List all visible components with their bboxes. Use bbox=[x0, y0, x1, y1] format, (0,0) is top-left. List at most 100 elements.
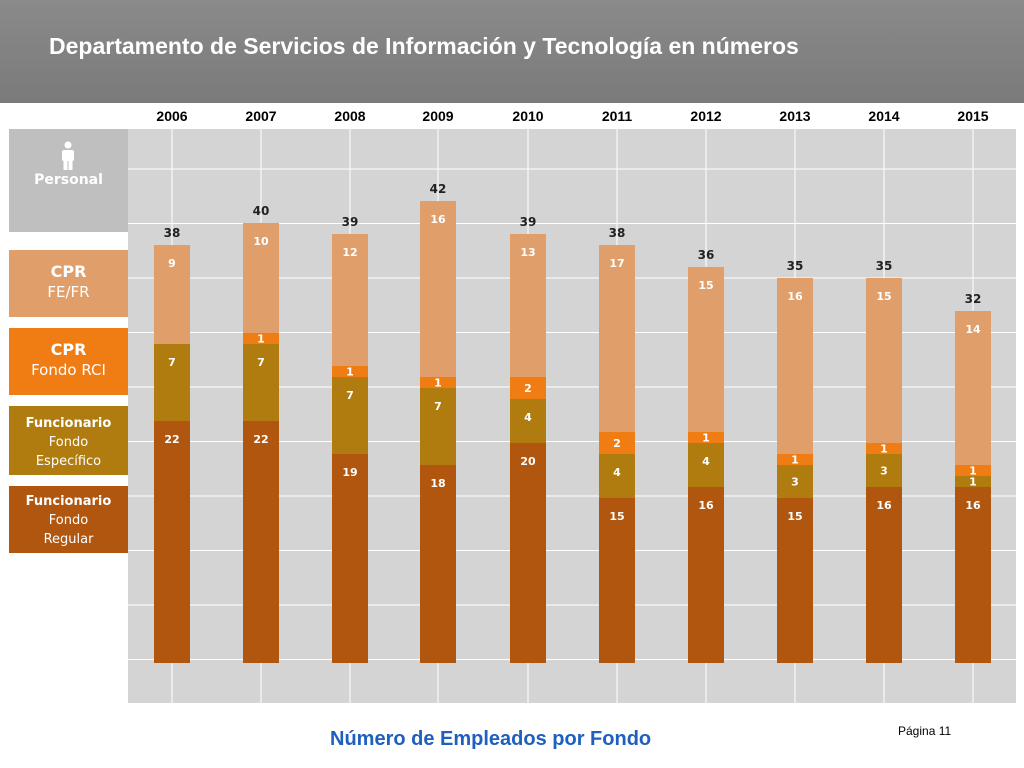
segment-data-label: 1 bbox=[969, 476, 977, 489]
legend-cpr-rci-line2: Fondo RCI bbox=[31, 361, 106, 379]
bar-segment bbox=[777, 454, 813, 465]
x-tick-label: 2012 bbox=[690, 108, 721, 124]
total-data-label: 42 bbox=[430, 182, 447, 196]
bar-segment bbox=[955, 465, 991, 476]
bar-segment bbox=[688, 443, 724, 487]
bar-segment bbox=[688, 267, 724, 432]
segment-data-label: 7 bbox=[257, 356, 265, 369]
bar-segment bbox=[332, 366, 368, 377]
x-tick-label: 2009 bbox=[422, 108, 453, 124]
x-tick-label: 2006 bbox=[156, 108, 187, 124]
header-banner: Departamento de Servicios de Información… bbox=[0, 0, 1024, 103]
bar-segment bbox=[866, 278, 902, 443]
page-title: Departamento de Servicios de Información… bbox=[49, 33, 799, 59]
segment-data-label: 10 bbox=[253, 235, 269, 248]
bar-segment bbox=[688, 432, 724, 443]
total-data-label: 38 bbox=[609, 226, 626, 240]
total-data-label: 35 bbox=[876, 259, 893, 273]
segment-data-label: 15 bbox=[876, 290, 891, 303]
segment-data-label: 16 bbox=[698, 499, 714, 512]
x-tick-label: 2010 bbox=[512, 108, 543, 124]
segment-data-label: 3 bbox=[791, 476, 799, 489]
legend-cpr-fe-fr: CPR FE/FR bbox=[9, 250, 128, 317]
segment-data-label: 12 bbox=[342, 246, 357, 259]
legend-func-reg-line2: Fondo bbox=[48, 513, 89, 528]
segment-data-label: 17 bbox=[609, 257, 624, 270]
bar-segment bbox=[599, 432, 635, 454]
segment-data-label: 9 bbox=[168, 257, 176, 270]
segment-data-label: 19 bbox=[342, 466, 357, 479]
legend-funcionario-especifico: Funcionario Fondo Específico bbox=[9, 406, 128, 475]
segment-data-label: 15 bbox=[787, 510, 802, 523]
personal-label: Personal bbox=[34, 172, 103, 188]
chart-title: Número de Empleados por Fondo bbox=[330, 728, 652, 750]
legend-cpr-fondo-rci: CPR Fondo RCI bbox=[9, 328, 128, 395]
legend-func-esp-line3: Específico bbox=[35, 454, 102, 469]
bar-segment bbox=[599, 245, 635, 432]
total-data-label: 35 bbox=[787, 259, 804, 273]
bar-segment bbox=[154, 344, 190, 421]
bar-segment bbox=[332, 454, 368, 663]
legend-cpr-fe-line1: CPR bbox=[50, 262, 87, 281]
segment-data-label: 16 bbox=[965, 499, 981, 512]
bar-segment bbox=[510, 234, 546, 377]
segment-data-label: 1 bbox=[434, 377, 442, 390]
bar-segment bbox=[866, 443, 902, 454]
segment-data-label: 2 bbox=[613, 437, 621, 450]
legend-cpr-rci-line1: CPR bbox=[50, 340, 87, 359]
total-data-label: 39 bbox=[342, 215, 359, 229]
segment-data-label: 18 bbox=[430, 477, 445, 490]
segment-data-label: 15 bbox=[698, 279, 713, 292]
total-data-label: 40 bbox=[253, 204, 270, 218]
legend-func-reg-line1: Funcionario bbox=[25, 494, 112, 509]
bar-segment bbox=[510, 443, 546, 663]
segment-data-label: 1 bbox=[257, 333, 265, 346]
legend-func-reg-line3: Regular bbox=[43, 532, 94, 547]
bar-segment bbox=[866, 487, 902, 663]
bar-segment bbox=[243, 421, 279, 663]
legend-func-esp-line1: Funcionario bbox=[25, 416, 112, 431]
bar-segment bbox=[154, 421, 190, 663]
segment-data-label: 3 bbox=[880, 465, 888, 478]
x-tick-label: 2007 bbox=[245, 108, 276, 124]
total-data-label: 32 bbox=[965, 292, 982, 306]
person-icon bbox=[62, 141, 74, 170]
bar-segment bbox=[243, 223, 279, 333]
page-number: Página 11 bbox=[898, 724, 952, 738]
segment-data-label: 16 bbox=[787, 290, 803, 303]
bar-segment bbox=[777, 498, 813, 663]
bar-segment bbox=[420, 201, 456, 377]
legend-cpr-fe-line2: FE/FR bbox=[47, 283, 90, 301]
bar-segment bbox=[955, 476, 991, 487]
segment-data-label: 15 bbox=[609, 510, 624, 523]
bar-segment bbox=[243, 344, 279, 421]
legend-funcionario-regular: Funcionario Fondo Regular bbox=[9, 486, 128, 553]
x-tick-label: 2015 bbox=[957, 108, 988, 124]
x-tick-label: 2014 bbox=[868, 108, 899, 124]
total-data-label: 39 bbox=[520, 215, 537, 229]
segment-data-label: 2 bbox=[524, 382, 532, 395]
total-data-label: 36 bbox=[698, 248, 715, 262]
segment-data-label: 1 bbox=[702, 432, 710, 445]
segment-data-label: 1 bbox=[969, 465, 977, 478]
bar-segment bbox=[420, 377, 456, 388]
segment-data-label: 7 bbox=[168, 356, 176, 369]
bar-segment bbox=[599, 498, 635, 663]
legend-func-esp-line2: Fondo bbox=[48, 435, 89, 450]
segment-data-label: 7 bbox=[346, 389, 354, 402]
bar-segment bbox=[420, 388, 456, 465]
total-data-label: 38 bbox=[164, 226, 181, 240]
segment-data-label: 4 bbox=[613, 466, 621, 479]
bar-segment bbox=[420, 465, 456, 663]
bar-segment bbox=[688, 487, 724, 663]
bar-segment bbox=[777, 278, 813, 454]
stacked-bar-chart: 2006 2007 2008 2009 2010 2011 2012 2013 2014 2015… bbox=[128, 108, 1016, 703]
personal-box: Personal bbox=[9, 129, 128, 232]
x-tick-label: 2013 bbox=[779, 108, 810, 124]
segment-data-label: 1 bbox=[791, 454, 799, 467]
bar-segment bbox=[955, 311, 991, 465]
segment-data-label: 7 bbox=[434, 400, 442, 413]
segment-data-label: 16 bbox=[430, 213, 446, 226]
segment-data-label: 4 bbox=[524, 411, 532, 424]
segment-data-label: 22 bbox=[164, 433, 179, 446]
